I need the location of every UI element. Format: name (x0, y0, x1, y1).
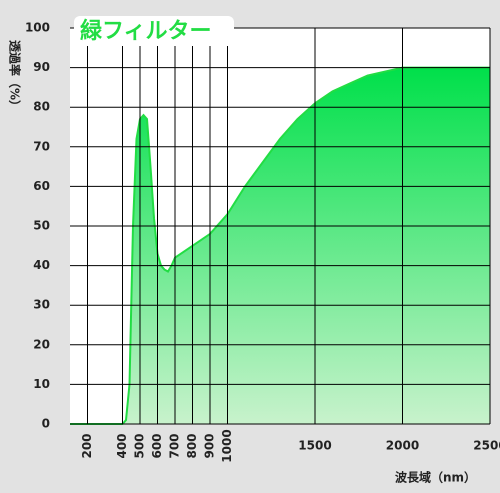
x-tick-label: 600 (150, 433, 164, 458)
area-line (70, 66, 490, 425)
y-tick-label: 70 (33, 139, 50, 153)
x-tick-label: 700 (168, 433, 182, 458)
y-tick-label: 30 (33, 298, 50, 312)
x-tick-label: 500 (133, 433, 147, 458)
x-tick-label: 800 (185, 433, 199, 458)
y-tick-label: 50 (33, 219, 50, 233)
y-tick-label: 60 (33, 179, 50, 193)
y-tick-label: 10 (33, 377, 50, 391)
y-tick-label: 20 (33, 337, 50, 351)
x-tick-label: 2000 (386, 439, 419, 453)
title-box (74, 16, 234, 46)
y-tick-label: 100 (25, 21, 50, 35)
x-tick-label: 400 (115, 433, 129, 458)
x-tick-label: 1000 (220, 429, 234, 462)
x-tick-label: 200 (80, 433, 94, 458)
x-tick-label: 1500 (298, 439, 331, 453)
y-tick-label: 40 (33, 258, 50, 272)
y-tick-label: 80 (33, 100, 50, 114)
y-tick-label: 0 (42, 417, 50, 431)
x-axis-label: 波長域（nm） (395, 470, 476, 485)
y-axis-label: 透過率（%） (8, 40, 23, 112)
y-tick-label: 90 (33, 60, 50, 74)
chart-title: 緑フィルター (80, 18, 212, 44)
x-tick-label: 2500 (473, 439, 500, 453)
x-tick-label: 900 (203, 433, 217, 458)
